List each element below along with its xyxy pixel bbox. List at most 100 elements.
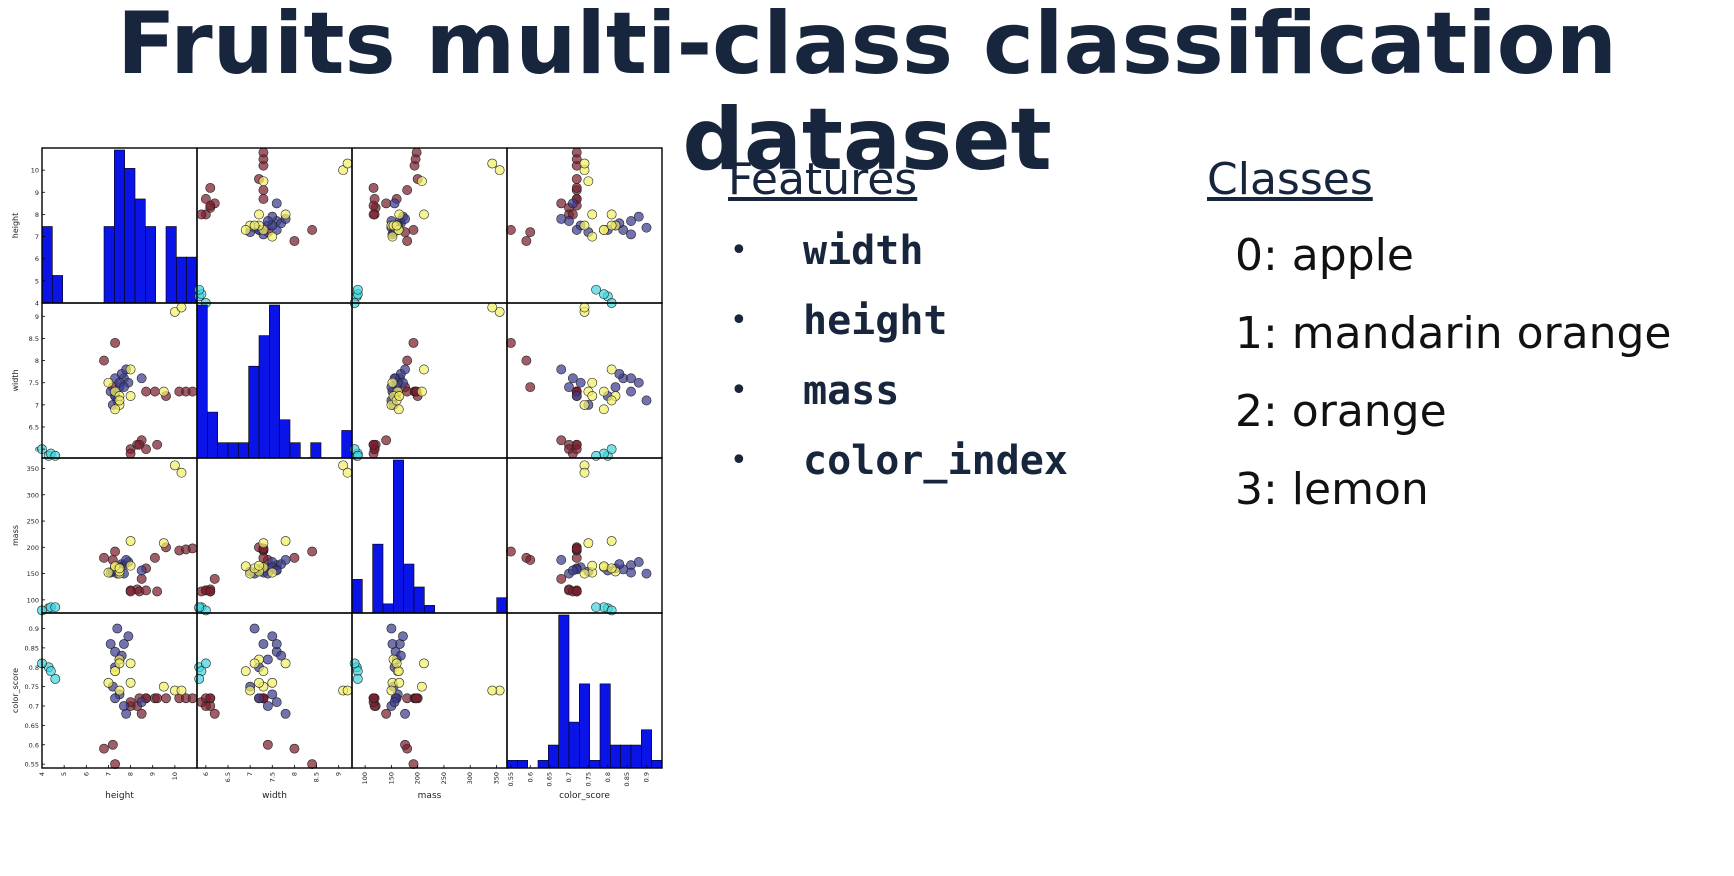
scatter-point [245,685,256,696]
scatter-point [110,666,120,677]
scatter-point [387,377,398,388]
scatter-point [606,364,617,375]
scatter-point [583,538,594,549]
y-axis-label: width [11,369,20,391]
class-item: 1: mandarin orange [1235,308,1672,359]
histogram-bar [196,304,208,459]
y-tick-label: 200 [27,544,39,552]
scatter-point [125,586,136,597]
scatter-point [114,395,125,406]
scatter-point [402,355,413,366]
scatter-point [136,708,147,719]
scatter-point [408,225,419,235]
histogram-bar [610,744,621,769]
scatter-point [50,450,61,461]
scatter-point [114,658,125,669]
scatter-point [342,467,353,478]
y-tick-label: 7.5 [29,379,39,387]
scatter-point [571,543,582,554]
scatter-point [136,373,147,384]
scatter-point [408,759,419,770]
histogram-bar [579,683,590,769]
y-axis-label: height [11,213,20,239]
scatter-point [267,631,278,642]
scatter-point [209,708,220,719]
scatter-point [505,225,516,235]
scatter-point [583,176,594,187]
scatter-point [125,536,136,546]
scatter-point [119,382,129,393]
scatter-point [614,368,625,379]
y-tick-label: 250 [27,518,39,526]
scatter-point [525,227,536,238]
scatter-point [579,399,590,410]
histogram-bar [496,597,508,614]
x-tick-label: 0.7 [565,772,573,782]
histogram-bar [558,614,570,769]
x-tick-label: 6 [202,772,210,776]
scatter-point [606,444,617,455]
scatter-point [176,467,187,478]
scatter-point [591,450,602,461]
scatter-point [606,209,617,220]
scatter-point [400,739,410,750]
scatter-point [368,693,379,704]
scatter-point [419,364,429,375]
classes-heading: Classes [1207,154,1373,205]
bullet-icon: • [730,233,748,268]
y-tick-label: 9 [35,189,39,197]
scatter-point [262,216,273,226]
histogram-bar [41,226,53,304]
scatter-point [280,536,291,546]
scatter-point [587,560,598,571]
y-tick-label: 350 [27,465,39,473]
scatter-point [200,194,211,204]
scatter-point [387,231,398,242]
bullet-icon: • [730,303,748,338]
scatter-point [587,209,598,220]
scatter-point [494,165,505,176]
scatter-point [389,198,400,209]
scatter-point [152,586,163,597]
scatter-point [381,198,392,209]
scatter-point [505,546,516,557]
scatter-point [633,211,644,222]
histogram-bar [424,605,435,614]
scatter-point [249,623,260,634]
x-tick-label: 0.85 [623,772,631,786]
histogram-bar [207,411,218,459]
x-tick-label: 7.5 [268,772,276,782]
scatter-point [249,658,260,669]
matrix-cell-frame [506,612,663,769]
scatter-point [169,460,180,471]
scatter-point [103,377,114,388]
scatter-point [402,185,413,195]
x-tick-label: 350 [492,772,500,784]
x-tick-label: 9 [335,772,343,776]
scatter-point [598,225,609,235]
histogram-bar [537,760,549,769]
scatter-point [289,236,300,246]
scatter-point [408,337,419,348]
y-tick-label: 5 [35,277,39,285]
scatter-point [141,444,151,455]
scatter-point [368,182,379,193]
feature-label: color_index [803,438,1068,484]
scatter-point [205,182,216,193]
scatter-point [402,236,413,246]
feature-label: width [803,228,924,274]
scatter-point [45,666,56,677]
scatter-point [394,209,405,220]
y-tick-label: 100 [27,596,39,604]
scatter-point [571,391,582,401]
feature-label: height [803,298,948,344]
scatter-point [411,693,422,704]
x-tick-label: 6 [82,772,90,776]
scatter-point [641,568,652,579]
histogram-bar [651,760,663,769]
histogram-bar [630,744,642,769]
scatter-point [114,685,125,696]
scatter-point [125,448,136,459]
scatter-point [254,677,264,688]
y-tick-label: 6 [35,255,39,263]
